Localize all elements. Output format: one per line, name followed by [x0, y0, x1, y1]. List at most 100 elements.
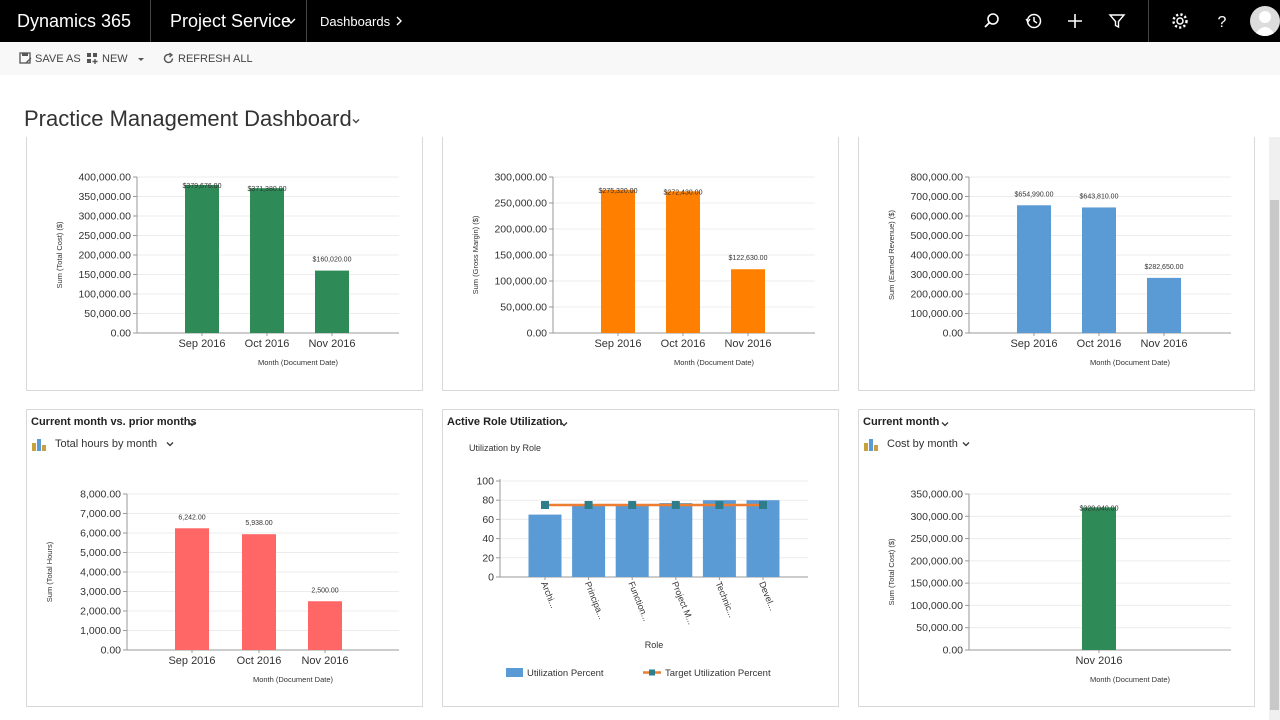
panel-earned-revenue: 0.00 100,000.00 200,000.00 300,000.00 400,00… [858, 137, 1255, 391]
dashboard-title[interactable]: Practice Management Dashboard [24, 106, 352, 131]
y-tick-label: 800,000.00 [910, 172, 963, 184]
line-marker [628, 501, 637, 509]
data-label: $643,810.00 [1080, 193, 1119, 200]
nav-divider [306, 0, 307, 42]
user-icon [1254, 11, 1276, 36]
y-tick-label: 50,000.00 [84, 308, 131, 320]
x-tick-label: Sep 2016 [178, 338, 225, 350]
chart-view-icon [864, 439, 878, 451]
save-as-button[interactable]: SAVE AS [19, 52, 81, 66]
y-tick-label: 500,000.00 [910, 230, 963, 242]
new-label: NEW [102, 53, 128, 65]
refresh-all-button[interactable]: REFRESH ALL [162, 52, 253, 66]
x-tick-label: Sep 2016 [1010, 338, 1057, 350]
app-switcher[interactable]: Project Service [170, 11, 292, 31]
scrollbar-thumb[interactable] [1270, 200, 1279, 710]
y-tick-label: 200,000.00 [494, 224, 547, 236]
chevron-down-icon[interactable] [187, 419, 197, 429]
y-tick-label: 600,000.00 [910, 211, 963, 223]
caret-down-icon [138, 58, 144, 61]
chevron-right-icon[interactable] [393, 15, 405, 27]
chart-total-hours[interactable]: 0.00 1,000.00 2,000.00 3,000.00 4,000.00 5,00… [27, 410, 424, 708]
top-nav-bar: Dynamics 365 Project Service Dashboards … [0, 0, 1280, 42]
x-axis-title: Month (Document Date) [258, 358, 339, 367]
chart-title: Utilization by Role [469, 443, 541, 453]
filter-icon[interactable] [1107, 11, 1127, 31]
x-tick-label: Nov 2016 [724, 338, 771, 350]
bar [746, 500, 780, 577]
chevron-down-icon[interactable] [350, 115, 362, 127]
avatar[interactable] [1250, 6, 1280, 36]
y-tick-label: 6,000.00 [80, 528, 121, 540]
y-tick-label: 4,000.00 [80, 567, 121, 579]
y-tick-label: 300,000.00 [494, 172, 547, 184]
y-tick-label: 0.00 [943, 328, 964, 340]
chart-total-cost[interactable]: 0.00 50,000.00 100,000.00 150,000.00 200,000… [27, 137, 424, 391]
chart-earned-revenue[interactable]: 0.00 100,000.00 200,000.00 300,000.00 400,00… [859, 137, 1256, 391]
view-selector[interactable]: Total hours by month [31, 436, 191, 454]
chart-cost-by-month[interactable]: 0.00 50,000.00 100,000.00 150,000.00 200,000… [859, 410, 1256, 708]
chevron-down-icon[interactable] [285, 15, 297, 27]
y-axis-title: Sum (Total Hours) [45, 541, 54, 602]
y-tick-label: 400,000.00 [910, 250, 963, 262]
chart-gross-margin[interactable]: 0.00 50,000.00 100,000.00 150,000.00 200,000… [443, 137, 840, 391]
panel-title[interactable]: Current month vs. prior months [31, 416, 197, 428]
y-tick-label: 100,000.00 [910, 308, 963, 320]
data-label: $160,020.00 [313, 257, 352, 264]
y-tick-label: 5,000.00 [80, 547, 121, 559]
data-label: 5,938.00 [245, 520, 272, 527]
legend-label: Target Utilization Percent [665, 668, 771, 679]
bar [666, 191, 700, 333]
y-tick-label: 200,000.00 [910, 555, 963, 567]
y-axis-title: Sum (Earned Revenue) ($) [887, 209, 896, 300]
help-icon[interactable]: ? [1212, 11, 1232, 31]
bar [601, 189, 635, 333]
save-as-icon [19, 52, 32, 64]
y-axis-title: Sum (Total Cost) ($) [55, 221, 64, 289]
chevron-down-icon[interactable] [559, 419, 569, 429]
y-tick-label: 50,000.00 [500, 302, 547, 314]
y-tick-label: 0 [488, 572, 494, 584]
x-axis-title: Month (Document Date) [1090, 358, 1171, 367]
y-tick-label: 350,000.00 [910, 489, 963, 501]
new-dropdown-button[interactable] [136, 52, 146, 66]
new-icon [87, 53, 98, 64]
x-tick-label: Nov 2016 [308, 338, 355, 350]
history-icon[interactable] [1024, 11, 1044, 31]
panel-title[interactable]: Current month [863, 416, 940, 428]
bar [572, 505, 606, 577]
x-tick-label: Sep 2016 [594, 338, 641, 350]
line-marker [671, 501, 680, 509]
area-dashboards[interactable]: Dashboards [320, 14, 391, 29]
line-marker [759, 501, 767, 509]
y-tick-label: 80 [482, 495, 494, 507]
chevron-down-icon[interactable] [940, 419, 950, 429]
data-label: $272,430.00 [664, 189, 703, 196]
new-button[interactable]: NEW [86, 52, 130, 66]
y-tick-label: 700,000.00 [910, 191, 963, 203]
gear-icon[interactable] [1170, 11, 1190, 31]
data-label: $371,380.00 [248, 186, 287, 193]
x-tick-label: Oct 2016 [661, 338, 706, 350]
y-tick-label: 0.00 [101, 645, 122, 657]
x-tick-label: Function... [626, 580, 651, 623]
svg-text:?: ? [1218, 14, 1227, 31]
y-tick-label: 150,000.00 [494, 250, 547, 262]
bar [315, 270, 349, 333]
view-selector[interactable]: Cost by month [863, 436, 983, 454]
chart-utilization-by-role[interactable]: Utilization by Role 0 20 40 60 80 100 Archi... P… [443, 410, 840, 708]
data-label: $282,650.00 [1145, 264, 1184, 271]
x-tick-label: Nov 2016 [301, 655, 348, 667]
refresh-all-label: REFRESH ALL [178, 53, 253, 65]
brand-name[interactable]: Dynamics 365 [17, 11, 132, 31]
page-scrollbar[interactable] [1269, 137, 1280, 720]
panel-title[interactable]: Active Role Utilization [447, 416, 563, 428]
y-tick-label: 8,000.00 [80, 489, 121, 501]
chevron-down-icon [166, 442, 174, 447]
search-icon[interactable] [982, 11, 1002, 31]
x-tick-label: Nov 2016 [1075, 655, 1122, 667]
bar [1017, 205, 1051, 333]
y-axis-title: Sum (Total Cost) ($) [887, 538, 896, 606]
plus-icon[interactable] [1065, 11, 1085, 31]
data-label: $122,630.00 [729, 255, 768, 262]
